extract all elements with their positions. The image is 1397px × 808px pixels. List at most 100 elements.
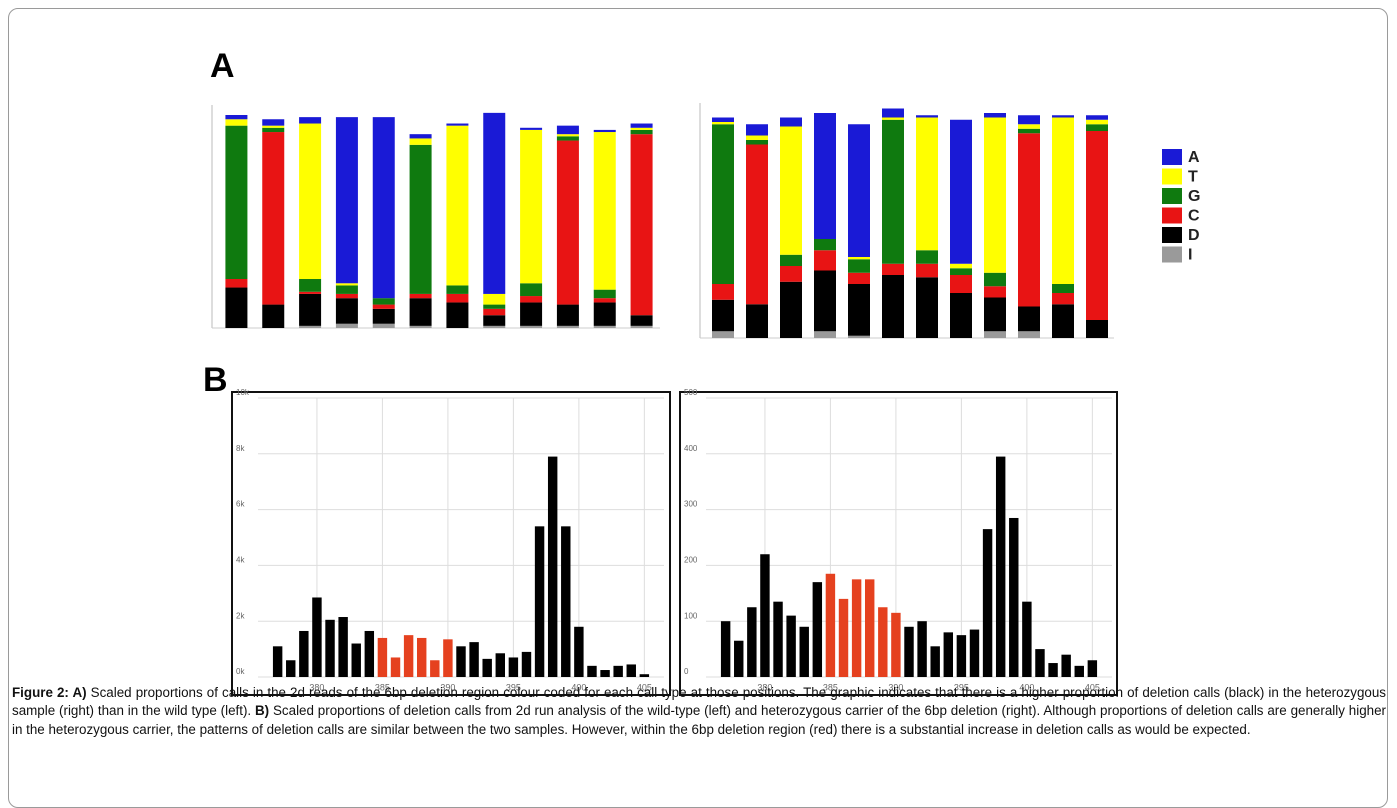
bar-segment (916, 277, 938, 338)
bar (482, 658, 492, 677)
legend-label: T (1188, 169, 1198, 186)
bar (587, 665, 597, 677)
caption: Figure 2: A) Scaled proportions of calls… (12, 684, 1386, 739)
bar-segment (262, 127, 285, 133)
bar-segment (630, 315, 653, 326)
bar-segment (630, 129, 653, 135)
bar (430, 660, 440, 677)
bar-segment (556, 134, 579, 137)
bar (878, 607, 888, 677)
bar (443, 639, 453, 677)
bar-segment (556, 125, 579, 135)
bar (930, 646, 940, 677)
bar-segment (1086, 119, 1108, 125)
bar-segment (520, 302, 543, 326)
bar-segment (483, 308, 506, 316)
bar (312, 597, 322, 677)
bar (891, 612, 901, 677)
bar-segment (335, 293, 358, 299)
bar-segment (409, 138, 432, 145)
legend-label: D (1188, 227, 1200, 244)
bar-segment (882, 119, 904, 264)
bar-segment (1052, 304, 1074, 338)
bar (760, 554, 770, 677)
bar-segment (814, 113, 836, 239)
bar-segment (593, 325, 616, 328)
x-tick-label: 395 (954, 682, 969, 692)
bar (508, 657, 519, 677)
bar-segment (409, 298, 432, 326)
bar-segment (299, 123, 322, 280)
bar (325, 619, 335, 677)
bar-segment (916, 115, 938, 118)
bar-segment (1086, 320, 1108, 338)
bar-segment (372, 117, 395, 299)
bar-segment (446, 302, 469, 328)
bar (969, 629, 980, 677)
bar-segment (814, 250, 836, 271)
bar-segment (299, 291, 322, 294)
bar (720, 621, 731, 677)
bar-segment (984, 272, 1006, 287)
x-tick-label: 385 (375, 682, 390, 692)
bar-segment (299, 279, 322, 292)
bar-segment (848, 272, 870, 284)
x-tick-label: 385 (823, 682, 838, 692)
bar (639, 674, 650, 677)
bar (917, 621, 927, 677)
bar-segment (780, 281, 802, 338)
bar-segment (630, 123, 653, 128)
bar (469, 642, 479, 677)
bar-segment (916, 117, 938, 251)
bar-segment (1086, 131, 1108, 320)
bar-segment (984, 117, 1006, 273)
bar (747, 607, 757, 677)
x-tick-label: 380 (757, 682, 772, 692)
bar-segment (712, 284, 734, 300)
x-tick-label: 400 (1019, 682, 1034, 692)
bar (1022, 601, 1032, 677)
bar-segment (520, 283, 543, 297)
bar-segment (299, 325, 322, 328)
bar-segment (593, 129, 616, 133)
bar-segment (299, 293, 322, 326)
bar-segment (299, 117, 322, 124)
bar-segment (372, 304, 395, 309)
panel-label: B (203, 361, 228, 399)
bar (613, 665, 623, 677)
bar-segment (225, 125, 248, 280)
bar (812, 582, 823, 677)
bar-segment (483, 304, 506, 309)
bar-segment (483, 315, 506, 326)
bar-segment (1018, 115, 1040, 125)
bar (364, 630, 375, 677)
bar-segment (984, 297, 1006, 332)
bar (547, 456, 558, 677)
bar-segment (712, 117, 734, 122)
legend-swatch (1162, 168, 1182, 185)
bar-segment (593, 302, 616, 326)
bar-segment (225, 115, 248, 120)
bar-segment (1052, 117, 1074, 284)
bar-segment (780, 126, 802, 255)
bar-segment (1086, 115, 1108, 120)
bar-segment (848, 257, 870, 260)
bar-segment (780, 266, 802, 282)
bar-segment (372, 298, 395, 305)
bar-segment (712, 124, 734, 284)
bar-segment (593, 132, 616, 290)
bar-segment (630, 325, 653, 328)
bar (943, 632, 954, 677)
bar-segment (950, 268, 972, 275)
bar (799, 626, 809, 677)
bar-segment (446, 123, 469, 126)
bar-segment (335, 117, 358, 284)
plot-frame (679, 391, 1118, 696)
bar-segment (262, 132, 285, 305)
x-tick-label: 405 (1085, 682, 1100, 692)
bar (1074, 665, 1084, 677)
bar-segment (556, 304, 579, 326)
bar (864, 579, 875, 677)
bar-segment (1052, 293, 1074, 305)
bar (851, 579, 862, 677)
